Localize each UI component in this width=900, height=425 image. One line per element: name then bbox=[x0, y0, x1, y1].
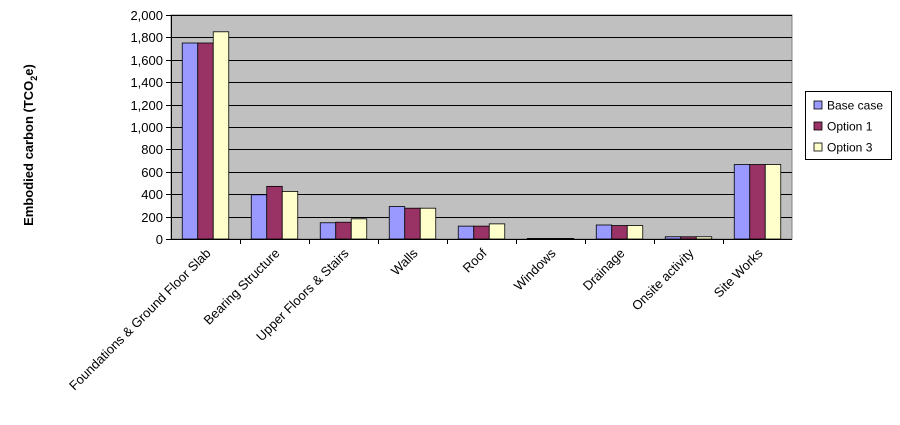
y-tick-label: 1,000 bbox=[130, 120, 163, 135]
bar-option-1 bbox=[404, 207, 421, 240]
y-tick-labels: 0 200 400 600 800 1,000 1,200 1,400 1,600 1,800 2,… bbox=[130, 8, 163, 247]
bar-option-1 bbox=[266, 185, 283, 240]
y-axis-title: Embodied carbon (TCO2e) bbox=[21, 64, 39, 226]
bar-base-case bbox=[595, 224, 613, 240]
x-tick-label: Foundations & Ground Floor Slab bbox=[66, 246, 214, 394]
bars bbox=[181, 31, 782, 240]
x-tick-label: Roof bbox=[460, 245, 490, 275]
y-tick-label: 600 bbox=[141, 165, 163, 180]
y-tick-label: 1,600 bbox=[130, 53, 163, 68]
legend-swatch bbox=[813, 100, 823, 110]
bar-option-1 bbox=[335, 221, 352, 240]
legend-label: Option 3 bbox=[827, 141, 873, 155]
bar-option-1 bbox=[473, 225, 490, 240]
bar-base-case bbox=[319, 222, 337, 240]
x-tick-label: Site Works bbox=[711, 245, 766, 300]
legend-label: Option 1 bbox=[827, 120, 873, 134]
y-tick-label: 2,000 bbox=[130, 8, 163, 23]
bar-base-case bbox=[733, 164, 751, 240]
legend-swatch bbox=[813, 121, 823, 131]
bar-option-3 bbox=[557, 238, 575, 240]
legend-swatch bbox=[813, 142, 823, 152]
bar-base-case bbox=[388, 206, 406, 240]
y-tick-label: 1,200 bbox=[130, 98, 163, 113]
x-tick-label: Walls bbox=[388, 245, 421, 278]
y-tick-label: 800 bbox=[141, 142, 163, 157]
x-tick-label: Drainage bbox=[580, 246, 628, 294]
y-tick-label: 1,400 bbox=[130, 75, 163, 90]
y-tick-label: 0 bbox=[156, 232, 163, 247]
bar-option-3 bbox=[419, 207, 437, 240]
bar-option-3 bbox=[212, 31, 230, 240]
legend-label: Base case bbox=[827, 99, 883, 113]
y-tick-label: 200 bbox=[141, 210, 163, 225]
bar-option-3 bbox=[488, 223, 506, 240]
bar-base-case bbox=[526, 238, 544, 240]
bar-option-1 bbox=[611, 225, 628, 240]
legend: Base case Option 1 Option 3 bbox=[805, 91, 892, 160]
bar-base-case bbox=[181, 42, 199, 240]
bar-option-3 bbox=[764, 164, 782, 240]
bar-base-case bbox=[457, 225, 475, 240]
bar-option-1 bbox=[680, 236, 697, 240]
bar-option-3 bbox=[695, 236, 713, 240]
bar-base-case bbox=[250, 194, 268, 240]
y-tick-label: 1,800 bbox=[130, 30, 163, 45]
bar-option-1 bbox=[197, 42, 214, 240]
bar-option-1 bbox=[749, 164, 766, 240]
bar-base-case bbox=[664, 236, 682, 240]
x-tick-label: Onsite activity bbox=[629, 245, 697, 313]
bar-option-3 bbox=[626, 225, 644, 240]
x-tick-label: Windows bbox=[511, 245, 559, 293]
bar-option-1 bbox=[542, 238, 559, 240]
bar-option-3 bbox=[281, 190, 299, 240]
bar-option-3 bbox=[350, 218, 368, 240]
y-tick-label: 400 bbox=[141, 187, 163, 202]
axes bbox=[166, 15, 792, 244]
